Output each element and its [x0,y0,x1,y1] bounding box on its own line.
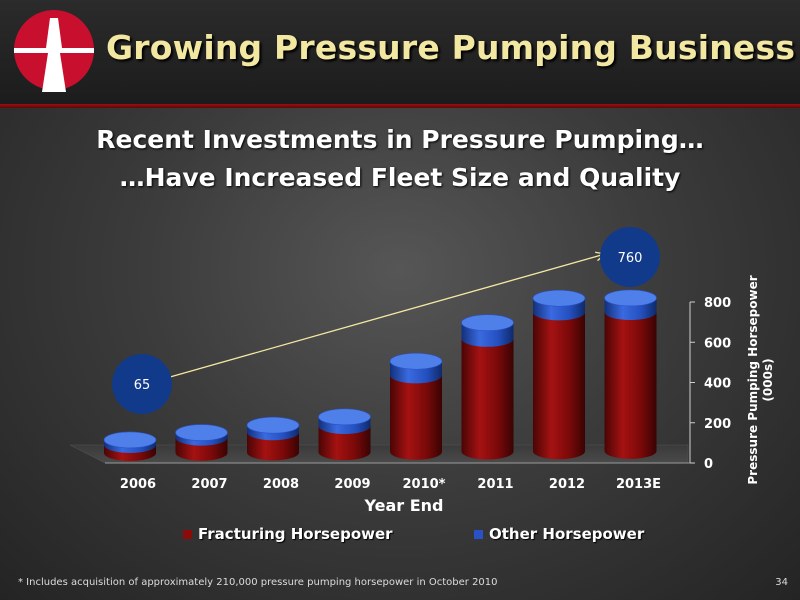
legend-label-other: Other Horsepower [489,525,645,543]
bar-top-cap [175,424,228,441]
bar-segment-fracturing [604,312,657,459]
bar-segment-fracturing [318,425,371,461]
page-title: Growing Pressure Pumping Business [106,28,796,67]
x-tick-label: 2006 [120,477,156,492]
legend-item-other: Other Horsepower [474,525,644,543]
bar-top-cap [604,289,657,307]
x-tick-label: 2008 [263,477,299,492]
legend-item-fracturing: Fracturing Horsepower [183,525,393,543]
x-tick-label: 2013E [616,477,661,492]
bar-2009 [318,408,371,461]
y-tick-label: 600 [704,336,731,351]
y-tick-label: 400 [704,377,731,392]
bar-top-cap [389,352,443,370]
y-tick-label: 0 [704,457,713,472]
x-tick-label: 2007 [191,477,227,492]
bar-top-cap [318,408,371,426]
bar-segment-fracturing [533,312,585,460]
bar-2007 [175,424,228,461]
subtitle-line-2: …Have Increased Fleet Size and Quality [119,163,681,192]
y-tick-label: 800 [704,296,731,311]
y-tick-label: 200 [704,417,731,432]
end-value-label: 760 [618,251,643,266]
growth-arrow-line [169,253,606,378]
bar-segment-fracturing [247,432,299,461]
bar-top-cap [103,431,157,449]
subtitle-line-1: Recent Investments in Pressure Pumping… [96,125,704,154]
header-bar [0,0,800,104]
bar-2012 [532,289,586,460]
header-divider [0,104,800,108]
bar-2010 [389,352,443,460]
page-number: 34 [775,577,788,588]
bar-2006 [103,431,157,461]
bar-2008 [246,416,300,461]
x-tick-label: 2012 [549,477,585,492]
legend-swatch-fracturing [183,529,192,539]
y-axis-title: Pressure Pumping Horsepower(000s) [746,275,775,484]
chart-floor [69,444,689,464]
footnote: * Includes acquisition of approximately … [18,577,498,588]
legend-swatch-other [474,529,483,539]
legend-label-fracturing: Fracturing Horsepower [198,525,393,543]
x-tick-label: 2009 [334,477,370,492]
bar-top-cap [532,289,586,307]
bar-2011 [461,314,514,460]
bar-segment-fracturing [461,338,514,460]
bar-top-cap [461,314,514,332]
start-value-bubble [112,354,172,414]
x-tick-label: 2011 [477,477,513,492]
x-axis-title: Year End [364,496,444,515]
bar-segment-fracturing [390,375,442,460]
bar-2013E [604,289,657,459]
bar-top-cap [246,416,300,434]
x-tick-label: 2010* [403,477,446,492]
end-value-bubble [600,227,660,287]
company-logo-icon [14,10,94,92]
start-value-label: 65 [134,378,151,393]
